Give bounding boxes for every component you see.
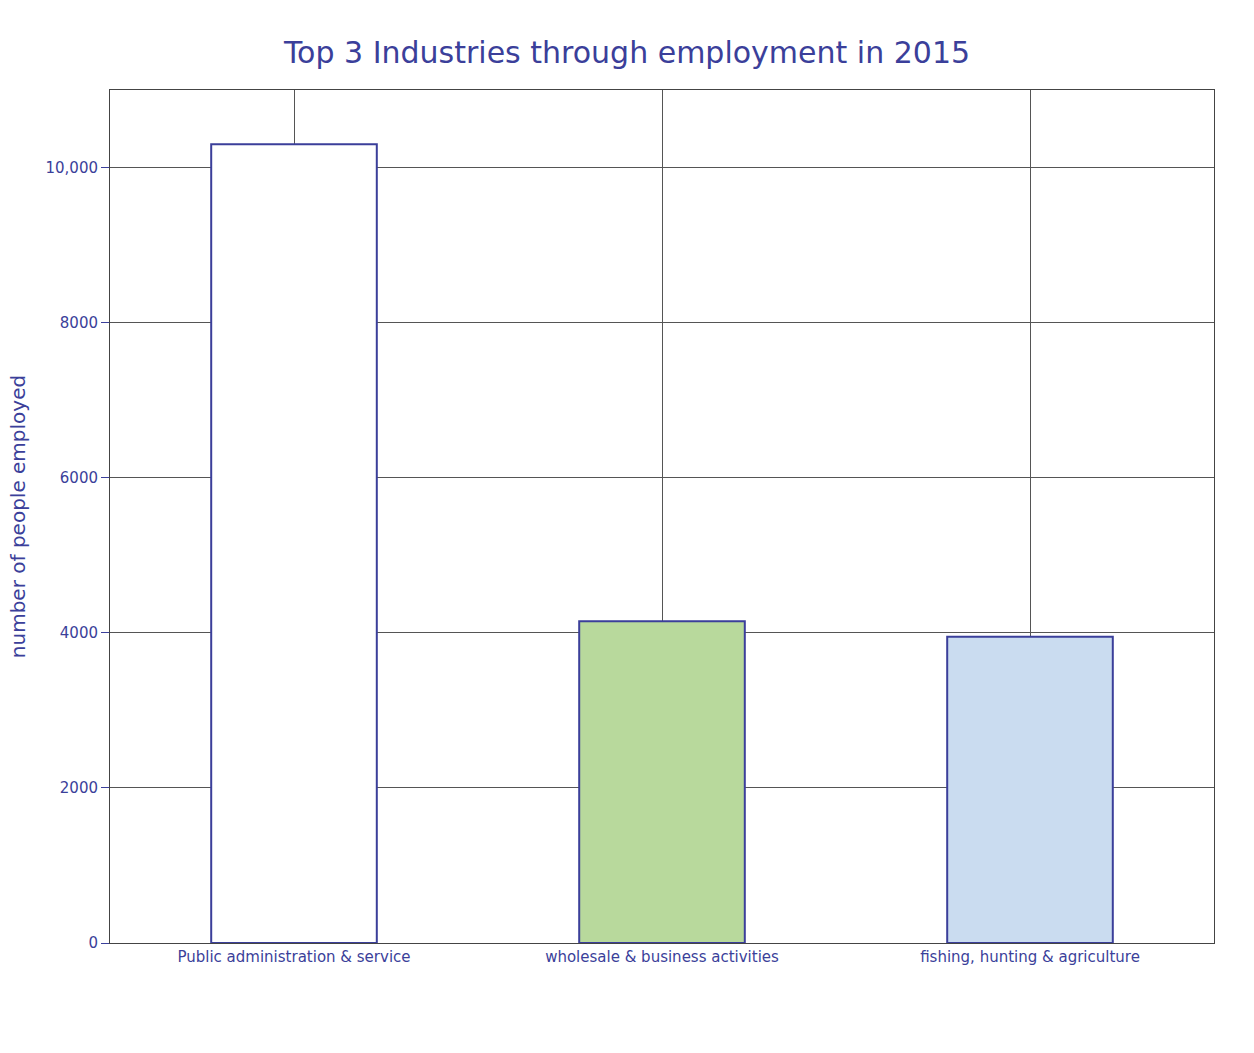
svg-text:10,000: 10,000 <box>46 159 99 177</box>
svg-text:6000: 6000 <box>60 469 98 487</box>
svg-text:Top 3 Industries through emplo: Top 3 Industries through employment in 2… <box>283 35 970 70</box>
svg-text:2000: 2000 <box>60 779 98 797</box>
svg-text:4000: 4000 <box>60 624 98 642</box>
svg-text:wholesale & business activitie: wholesale & business activities <box>545 948 779 966</box>
svg-text:0: 0 <box>88 934 98 952</box>
svg-text:fishing, hunting & agriculture: fishing, hunting & agriculture <box>920 948 1140 966</box>
svg-text:number of people employed: number of people employed <box>6 375 30 658</box>
svg-text:Public administration & servic: Public administration & service <box>177 948 410 966</box>
svg-text:8000: 8000 <box>60 314 98 332</box>
